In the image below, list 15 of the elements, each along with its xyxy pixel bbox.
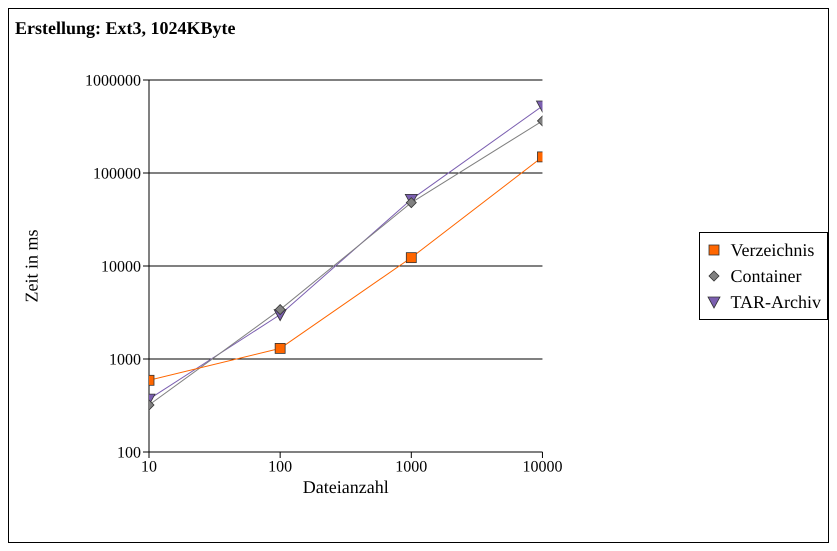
legend-label: TAR-Archiv <box>730 290 821 314</box>
y-tick-label: 1000 <box>109 352 141 369</box>
x-axis-title: Dateianzahl <box>302 476 389 497</box>
legend-label: Verzeichnis <box>730 238 814 262</box>
x-tick-label: 10 <box>141 458 157 476</box>
y-axis-title: Zeit in ms <box>21 230 42 302</box>
y-tick-label: 100 <box>117 444 141 462</box>
x-tick-label: 100 <box>268 458 292 476</box>
x-tick-label: 1000 <box>395 458 428 476</box>
x-tick-label: 10000 <box>522 458 562 476</box>
y-tick-label: 10000 <box>101 258 141 276</box>
legend-label: Container <box>730 264 802 288</box>
chart-title: Erstellung: Ext3, 1024KByte <box>15 18 236 39</box>
y-tick-label: 1000000 <box>85 72 141 90</box>
y-tick-label: 100000 <box>93 166 141 183</box>
